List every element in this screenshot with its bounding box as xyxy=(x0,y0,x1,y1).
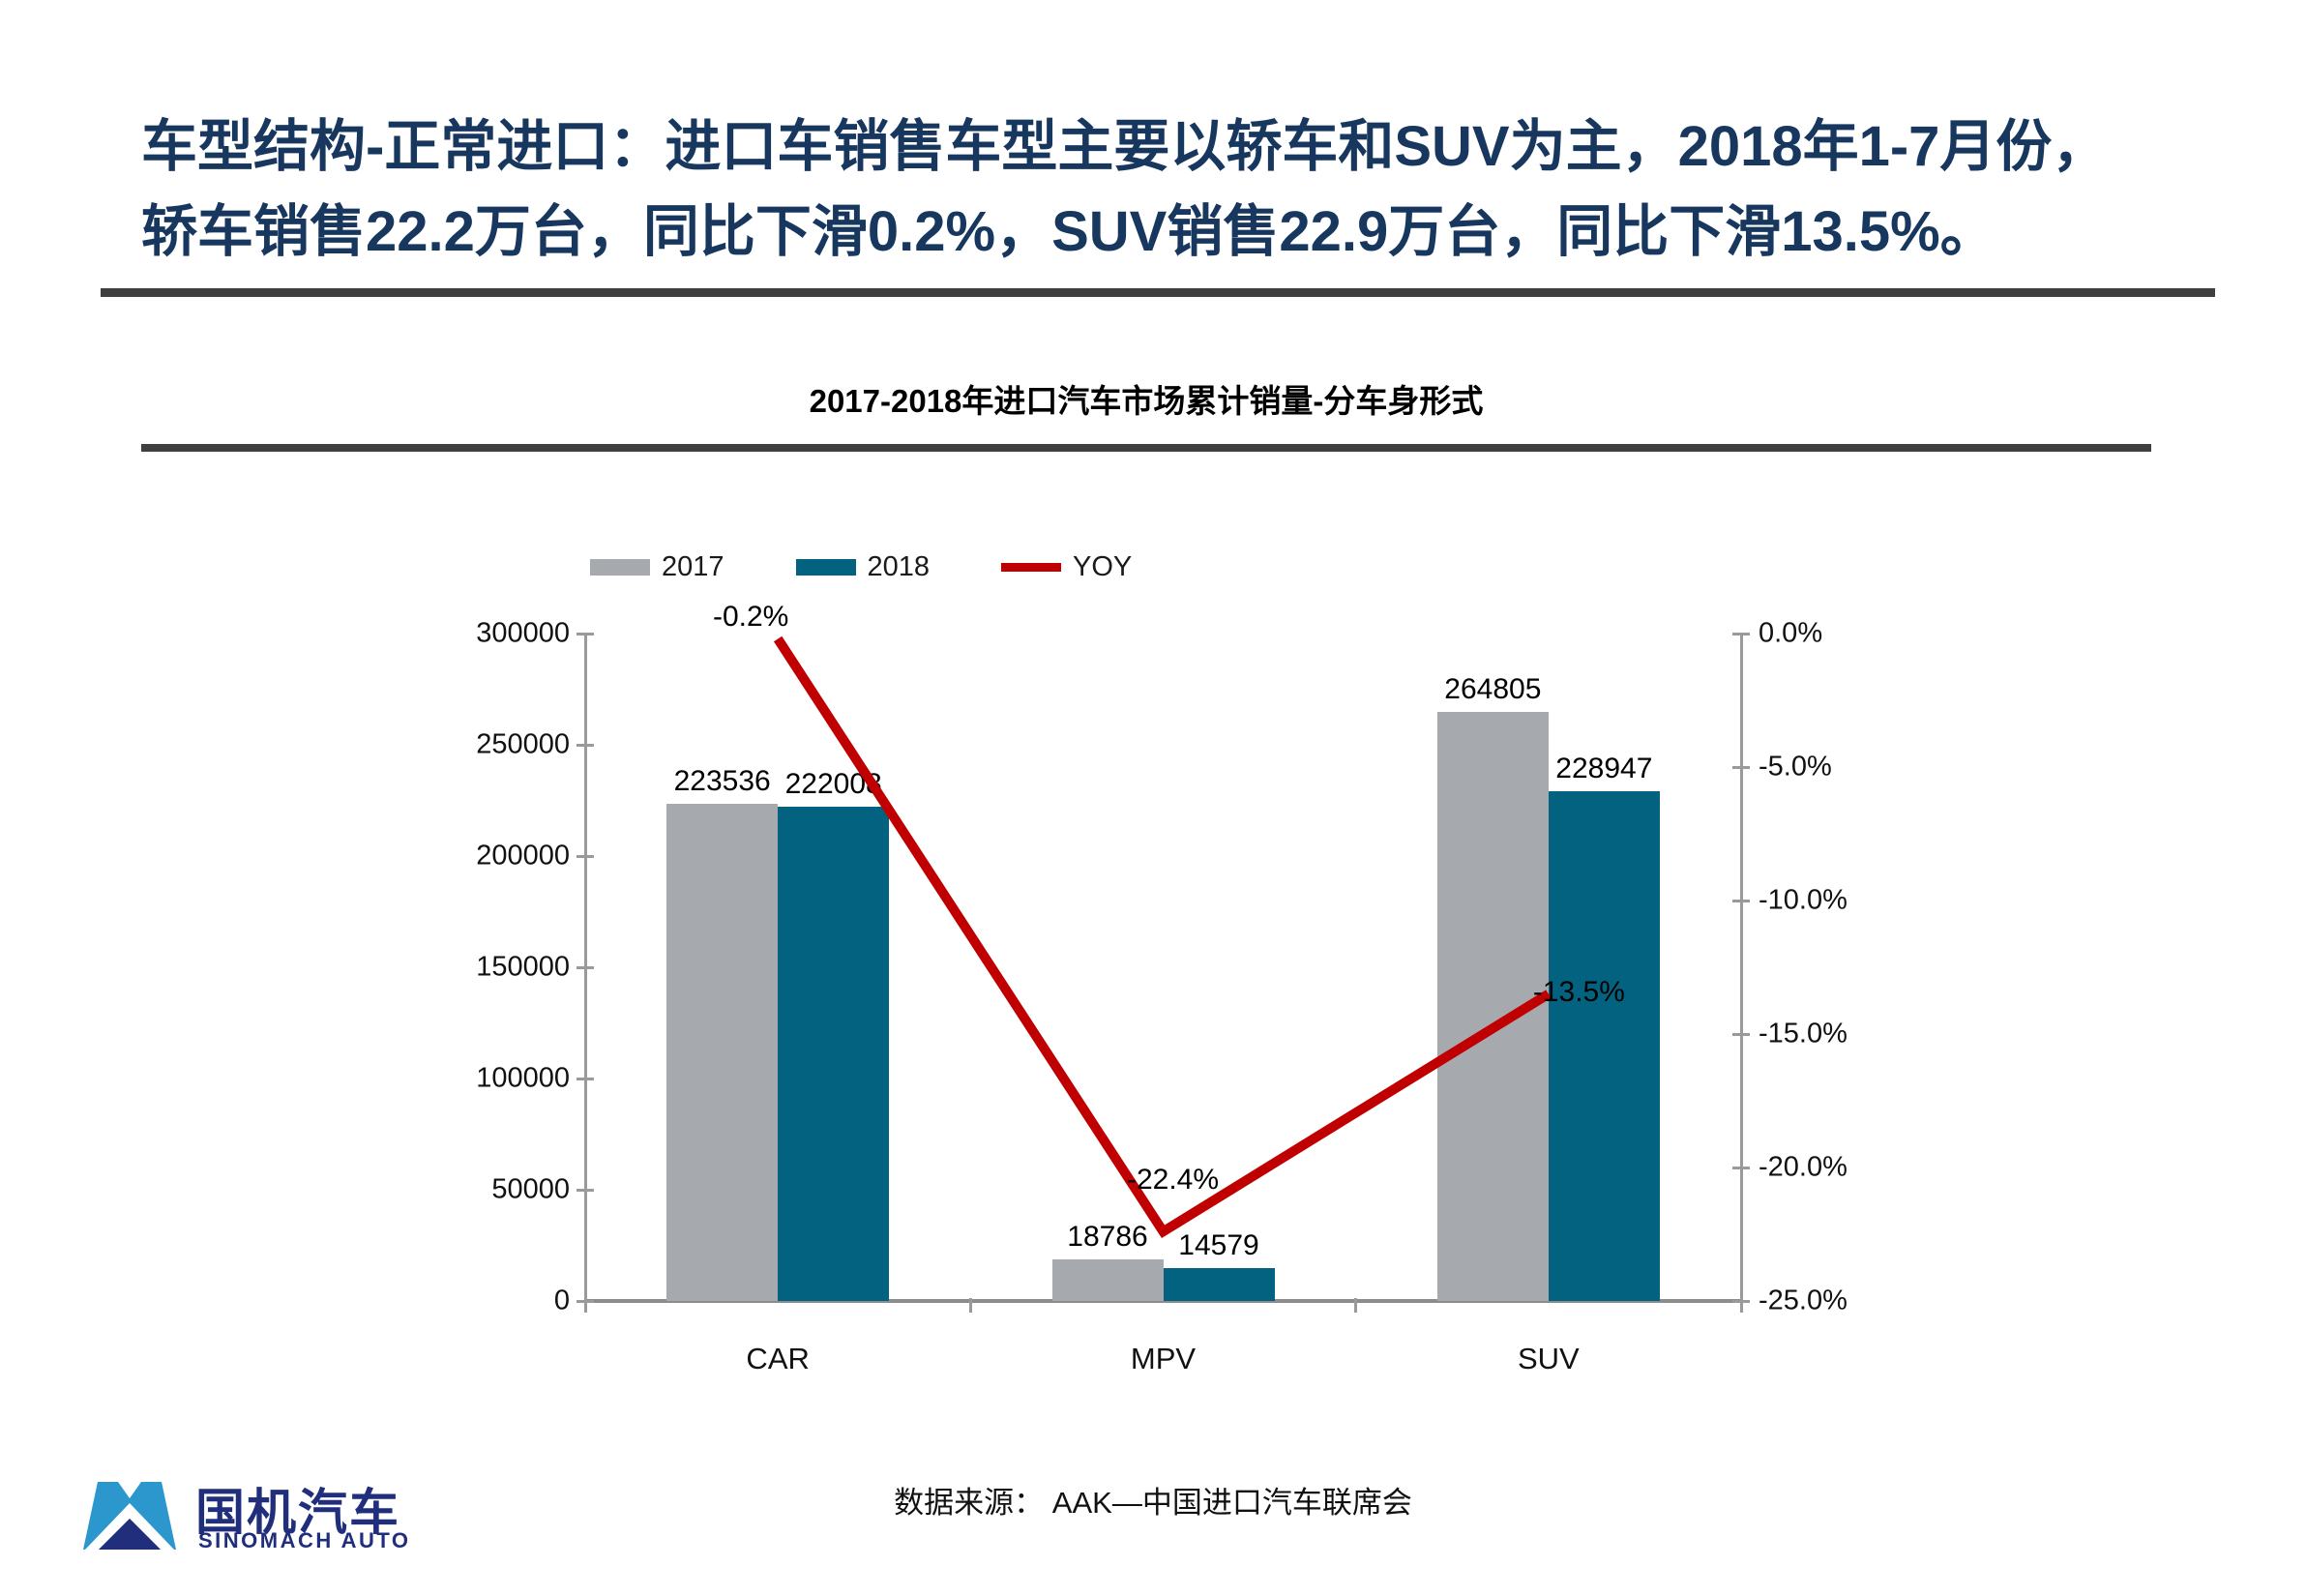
logo-text-en: SINOMACH AUTO xyxy=(198,1528,411,1552)
x-axis-tick xyxy=(968,1298,972,1313)
bar-2018-suv xyxy=(1548,791,1660,1301)
left-axis-tick-label: 200000 xyxy=(476,840,570,872)
left-axis-tick xyxy=(576,1077,594,1080)
bar-2018-car xyxy=(778,807,890,1301)
yoy-data-label: -13.5% xyxy=(1532,975,1625,1008)
category-label-mpv: MPV xyxy=(1130,1342,1197,1375)
bar-2018-mpv xyxy=(1163,1268,1275,1301)
chart-divider xyxy=(141,444,2151,452)
bar-2017-car xyxy=(666,803,779,1301)
left-axis-tick-label: 100000 xyxy=(476,1062,570,1094)
bar-value-label: 18786 xyxy=(1067,1220,1148,1253)
left-axis-tick-label: 250000 xyxy=(476,728,570,760)
right-axis-tick xyxy=(1732,765,1750,769)
left-axis-tick xyxy=(576,743,594,747)
right-axis-tick xyxy=(1732,1166,1750,1169)
left-axis-tick xyxy=(576,854,594,858)
right-axis-line xyxy=(1740,634,1743,1301)
category-label-car: CAR xyxy=(746,1342,810,1375)
chart-legend: 2017 2018 YOY xyxy=(590,546,1132,588)
left-axis-tick-label: 0 xyxy=(553,1285,570,1316)
bar-value-label: 222008 xyxy=(784,768,882,801)
legend-swatch-2017 xyxy=(590,558,650,576)
bar-2017-mpv xyxy=(1051,1258,1164,1301)
legend-label-2018: 2018 xyxy=(867,550,931,582)
left-axis-tick-label: 150000 xyxy=(476,951,570,983)
category-label-suv: SUV xyxy=(1517,1342,1580,1375)
left-axis-tick-label: 50000 xyxy=(491,1173,570,1205)
bar-value-label: 223536 xyxy=(673,764,771,797)
x-axis-tick xyxy=(1739,1298,1743,1313)
right-axis-tick-label: -20.0% xyxy=(1759,1151,1848,1183)
yoy-data-label: -22.4% xyxy=(1126,1164,1220,1197)
legend-swatch-yoy xyxy=(1001,562,1062,572)
x-axis-tick xyxy=(583,1298,587,1313)
bar-value-label: 14579 xyxy=(1178,1229,1259,1262)
left-axis-tick xyxy=(576,965,594,969)
legend-swatch-2018 xyxy=(795,558,856,576)
legend-label-yoy: YOY xyxy=(1073,550,1133,582)
left-axis-tick xyxy=(576,632,594,635)
plot-area: 300000 250000 200000 150000 100000 50000 0 0.0%… xyxy=(476,601,1848,1375)
left-axis-tick-label: 300000 xyxy=(476,617,570,649)
title-divider xyxy=(101,288,2215,297)
legend-item-2018: 2018 xyxy=(795,550,931,583)
bar-value-label: 264805 xyxy=(1444,672,1542,705)
right-axis-tick xyxy=(1732,899,1750,902)
page-title: 车型结构-正常进口：进口车销售车型主要以轿车和SUV为主，2018年1-7月份，… xyxy=(141,104,2269,275)
right-axis-tick-label: -25.0% xyxy=(1759,1285,1848,1316)
data-source: 数据来源： AAK—中国进口汽车联席会 xyxy=(894,1486,1412,1520)
right-axis-tick xyxy=(1732,632,1750,635)
bar-value-label: 228947 xyxy=(1555,753,1653,785)
legend-item-yoy: YOY xyxy=(1001,551,1132,583)
logo-text-cn: 国机汽车 xyxy=(195,1485,401,1540)
chart-title: 2017-2018年进口汽车市场累计销量-分车身形式 xyxy=(809,383,1484,419)
right-axis-tick-label: -5.0% xyxy=(1759,751,1832,783)
right-axis-tick xyxy=(1732,1032,1750,1036)
x-axis-tick xyxy=(1354,1298,1358,1313)
legend-item-2017: 2017 xyxy=(590,551,724,583)
right-axis-tick-label: 0.0% xyxy=(1759,617,1823,649)
yoy-data-label: -0.2% xyxy=(712,600,789,633)
right-axis-tick-label: -10.0% xyxy=(1759,884,1848,916)
legend-label-2017: 2017 xyxy=(662,550,724,582)
x-axis-line xyxy=(585,1299,1741,1303)
bar-2017-suv xyxy=(1436,711,1549,1301)
left-axis-tick xyxy=(576,1188,594,1192)
page-title-line-2: 轿车销售22.2万台，同比下滑0.2%，SUV销售22.9万台，同比下滑13.5… xyxy=(141,200,1996,263)
right-axis-tick-label: -15.0% xyxy=(1759,1018,1848,1049)
page-title-line-1: 车型结构-正常进口：进口车销售车型主要以轿车和SUV为主，2018年1-7月份， xyxy=(141,115,2109,178)
logo: 国机汽车 SINOMACH AUTO xyxy=(83,1470,586,1567)
sinomach-logo-icon xyxy=(83,1482,176,1550)
